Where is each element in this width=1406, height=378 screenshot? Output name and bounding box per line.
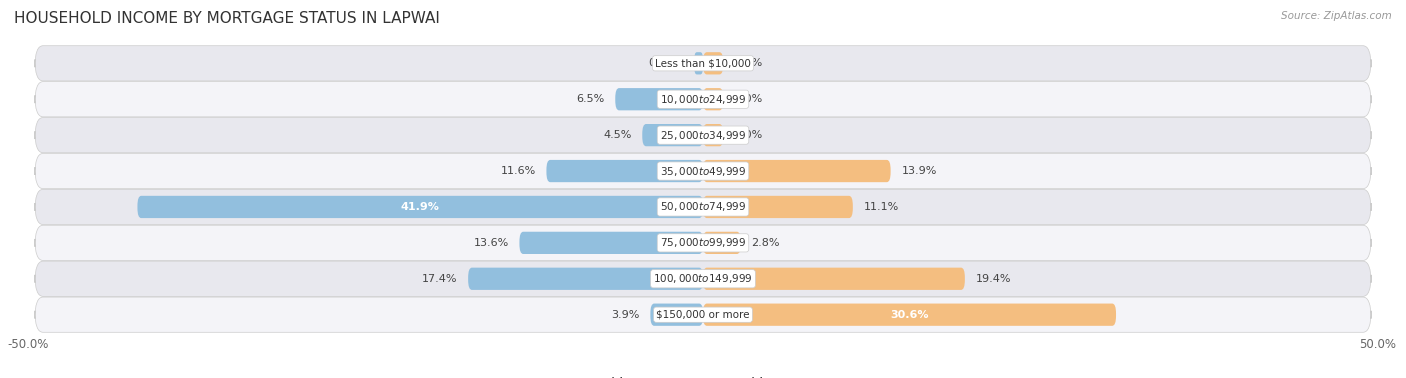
FancyBboxPatch shape — [35, 261, 1371, 296]
Text: 0.0%: 0.0% — [734, 58, 762, 68]
FancyBboxPatch shape — [468, 268, 703, 290]
Text: $150,000 or more: $150,000 or more — [657, 310, 749, 320]
FancyBboxPatch shape — [703, 304, 1116, 326]
FancyBboxPatch shape — [703, 268, 965, 290]
Text: 11.1%: 11.1% — [863, 202, 898, 212]
FancyBboxPatch shape — [35, 153, 1371, 189]
FancyBboxPatch shape — [519, 232, 703, 254]
FancyBboxPatch shape — [703, 88, 723, 110]
Text: $10,000 to $24,999: $10,000 to $24,999 — [659, 93, 747, 106]
FancyBboxPatch shape — [651, 304, 703, 326]
Text: $75,000 to $99,999: $75,000 to $99,999 — [659, 236, 747, 249]
FancyBboxPatch shape — [703, 196, 853, 218]
FancyBboxPatch shape — [643, 124, 703, 146]
Text: 0.0%: 0.0% — [734, 130, 762, 140]
Text: 0.0%: 0.0% — [734, 94, 762, 104]
FancyBboxPatch shape — [35, 46, 1371, 81]
Text: 19.4%: 19.4% — [976, 274, 1011, 284]
Text: 13.9%: 13.9% — [901, 166, 936, 176]
FancyBboxPatch shape — [703, 124, 723, 146]
Text: $100,000 to $149,999: $100,000 to $149,999 — [654, 272, 752, 285]
Legend: Without Mortgage, With Mortgage: Without Mortgage, With Mortgage — [579, 377, 827, 378]
Text: Less than $10,000: Less than $10,000 — [655, 58, 751, 68]
Text: HOUSEHOLD INCOME BY MORTGAGE STATUS IN LAPWAI: HOUSEHOLD INCOME BY MORTGAGE STATUS IN L… — [14, 11, 440, 26]
Text: 11.6%: 11.6% — [501, 166, 536, 176]
Text: 13.6%: 13.6% — [474, 238, 509, 248]
Text: 30.6%: 30.6% — [890, 310, 929, 320]
FancyBboxPatch shape — [35, 82, 1371, 117]
FancyBboxPatch shape — [703, 52, 723, 74]
FancyBboxPatch shape — [695, 52, 703, 74]
FancyBboxPatch shape — [547, 160, 703, 182]
FancyBboxPatch shape — [35, 189, 1371, 225]
FancyBboxPatch shape — [138, 196, 703, 218]
Text: 0.65%: 0.65% — [648, 58, 683, 68]
FancyBboxPatch shape — [35, 225, 1371, 260]
FancyBboxPatch shape — [703, 160, 890, 182]
Text: 3.9%: 3.9% — [612, 310, 640, 320]
FancyBboxPatch shape — [703, 232, 741, 254]
Text: $25,000 to $34,999: $25,000 to $34,999 — [659, 129, 747, 142]
Text: 4.5%: 4.5% — [603, 130, 631, 140]
Text: Source: ZipAtlas.com: Source: ZipAtlas.com — [1281, 11, 1392, 21]
Text: $35,000 to $49,999: $35,000 to $49,999 — [659, 164, 747, 178]
Text: 2.8%: 2.8% — [752, 238, 780, 248]
Text: 41.9%: 41.9% — [401, 202, 440, 212]
Text: 17.4%: 17.4% — [422, 274, 457, 284]
FancyBboxPatch shape — [35, 118, 1371, 153]
FancyBboxPatch shape — [35, 297, 1371, 332]
FancyBboxPatch shape — [616, 88, 703, 110]
Text: $50,000 to $74,999: $50,000 to $74,999 — [659, 200, 747, 214]
Text: 6.5%: 6.5% — [576, 94, 605, 104]
